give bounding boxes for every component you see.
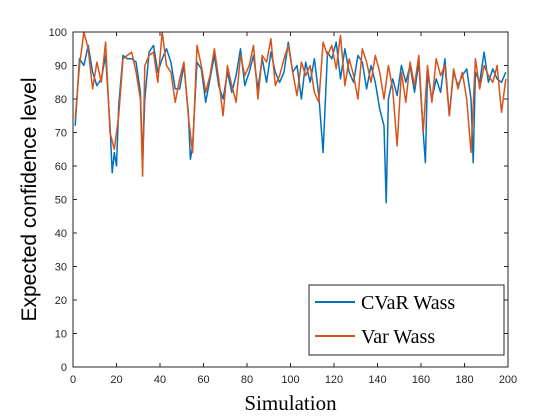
x-axis-label: Simulation (244, 391, 337, 415)
y-tick-label: 30 (55, 262, 67, 274)
x-tick-label: 180 (455, 374, 473, 386)
y-tick-label: 0 (61, 362, 67, 374)
y-tick-label: 50 (55, 195, 67, 207)
y-axis-label: Expected confidence level (18, 78, 41, 322)
y-tick-label: 100 (49, 27, 67, 39)
x-tick-label: 100 (281, 374, 299, 386)
y-tick-label: 40 (55, 228, 67, 240)
axes (72, 31, 509, 368)
y-tick-label: 10 (55, 329, 67, 341)
series-layer (74, 31, 507, 204)
legend-label-var-wass: Var Wass (361, 326, 435, 348)
x-tick-label: 120 (325, 374, 343, 386)
x-tick-label: 60 (197, 374, 209, 386)
x-tick-label: 40 (154, 374, 166, 386)
x-tick-label: 0 (70, 374, 76, 386)
y-tick-label: 80 (55, 94, 67, 106)
x-tick-label: 80 (241, 374, 253, 386)
x-tick-label: 20 (110, 374, 122, 386)
y-tick-label: 20 (55, 295, 67, 307)
x-tick-label: 160 (412, 374, 430, 386)
y-tick-label: 70 (55, 128, 67, 140)
legend: CVaR Wass Var Wass (308, 284, 505, 356)
series-line-1 (74, 31, 507, 177)
legend-label-cvar-wass: CVaR Wass (361, 292, 455, 314)
y-tick-label: 90 (55, 61, 67, 73)
legend-box (308, 284, 505, 356)
tick-labels: 0 20 40 60 80 100 120 140 160 180 200 0 10 20 30 40 50 60… (49, 27, 518, 386)
x-tick-label: 200 (499, 374, 517, 386)
y-tick-label: 60 (55, 161, 67, 173)
x-tick-label: 140 (368, 374, 386, 386)
